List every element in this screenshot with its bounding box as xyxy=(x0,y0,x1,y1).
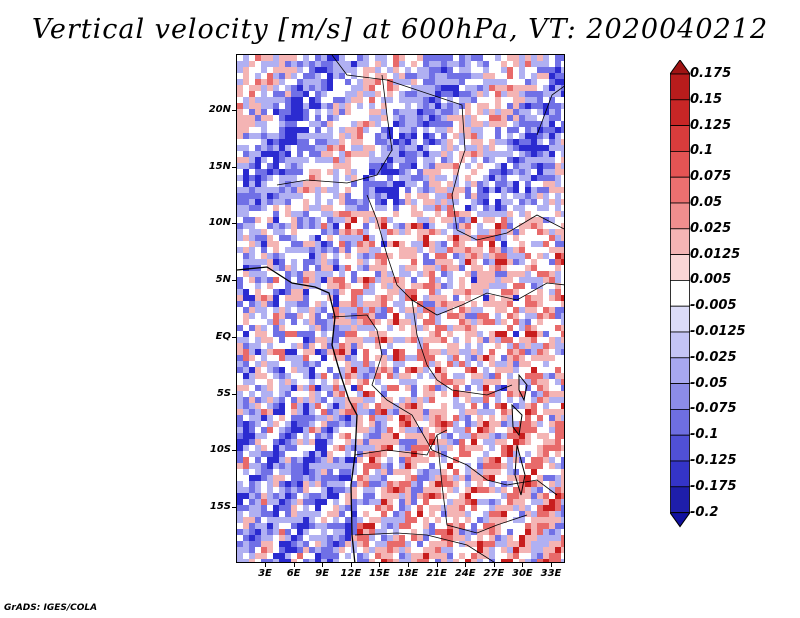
colorbar-level-label: -0.2 xyxy=(690,504,719,520)
country-border xyxy=(411,299,513,396)
lake-outline xyxy=(511,403,523,437)
lon-tick xyxy=(551,563,552,567)
lat-tick-label: 10N xyxy=(208,217,231,229)
lon-tick xyxy=(436,563,438,567)
lon-tick-label: 33E xyxy=(540,568,562,579)
lat-tick xyxy=(232,166,236,168)
colorbar xyxy=(670,60,690,528)
lon-tick-label: 24E xyxy=(454,568,476,579)
colorbar-level-label: -0.05 xyxy=(690,375,728,391)
colorbar-segment xyxy=(670,254,690,281)
colorbar-segment xyxy=(670,408,690,436)
colorbar-level-label: 0.05 xyxy=(690,195,723,210)
lat-tick xyxy=(232,280,236,282)
country-border xyxy=(354,532,495,562)
colorbar-segment xyxy=(670,486,690,513)
coastline xyxy=(237,266,358,562)
colorbar-segment xyxy=(670,151,690,178)
lake-outline xyxy=(518,373,528,402)
lat-tick-label: 5N xyxy=(215,274,231,286)
lon-tick xyxy=(379,563,381,567)
country-border xyxy=(436,434,528,534)
lat-tick xyxy=(232,393,236,395)
lon-tick-label: 21E xyxy=(426,568,447,579)
lat-tick-label: 10S xyxy=(209,444,231,456)
colorbar-level-label: 0.075 xyxy=(690,169,732,185)
country-border xyxy=(276,74,393,186)
credit-label: GrADS: IGES/COLA xyxy=(4,603,98,613)
country-border xyxy=(431,449,558,496)
lon-tick xyxy=(322,563,324,567)
velocity-field-map xyxy=(237,55,564,562)
colorbar-segment xyxy=(670,73,690,101)
colorbar-level-label: -0.175 xyxy=(690,478,737,494)
lon-tick xyxy=(265,563,266,567)
lat-tick xyxy=(232,336,236,338)
colorbar-segment xyxy=(670,202,690,230)
lon-tick-label: 15E xyxy=(369,568,390,579)
lon-tick xyxy=(493,563,495,567)
country-border xyxy=(354,429,448,456)
colorbar-level-label: 0.15 xyxy=(690,91,723,107)
lon-tick-label: 27E xyxy=(483,568,505,579)
chart-title: Vertical velocity [m/s] at 600hPa, VT: 2… xyxy=(31,14,769,45)
colorbar-level-label: 0.025 xyxy=(690,220,732,236)
map-panel xyxy=(236,54,565,563)
colorbar-bottom-arrow xyxy=(670,512,690,528)
colorbar-segment xyxy=(670,331,690,359)
colorbar-level-label: -0.125 xyxy=(690,453,737,468)
lon-tick-label: 3E xyxy=(258,568,272,579)
colorbar-level-label: -0.0125 xyxy=(690,324,746,339)
lon-tick-label: 9E xyxy=(315,568,330,579)
lon-tick-label: 12E xyxy=(340,568,362,579)
colorbar-segment xyxy=(670,228,690,256)
lake-outline xyxy=(514,444,526,496)
colorbar-level-label: -0.075 xyxy=(690,401,737,417)
colorbar-segment xyxy=(670,305,690,333)
colorbar-level-label: 0.0125 xyxy=(690,246,741,262)
lon-tick-label: 18E xyxy=(397,568,419,579)
country-border xyxy=(366,194,564,316)
colorbar-level-label: 0.005 xyxy=(690,272,732,288)
country-border xyxy=(331,55,466,231)
country-border xyxy=(536,85,564,136)
lon-tick xyxy=(465,563,467,567)
country-border xyxy=(456,214,564,241)
colorbar-level-label: -0.1 xyxy=(690,427,719,443)
colorbar-segment xyxy=(670,279,690,307)
colorbar-level-label: 0.1 xyxy=(690,143,714,159)
lat-tick-label: 5S xyxy=(216,387,231,399)
lat-tick-label: 15N xyxy=(208,160,231,172)
country-border xyxy=(331,314,433,451)
field-cells xyxy=(237,55,564,562)
colorbar-segment xyxy=(670,176,690,204)
lat-tick xyxy=(232,223,236,225)
colorbar-segment xyxy=(670,434,690,462)
lat-tick xyxy=(232,506,236,508)
colorbar-segment xyxy=(670,125,690,152)
colorbar-segment xyxy=(670,99,690,126)
lon-tick xyxy=(293,563,295,567)
lon-tick xyxy=(350,563,352,567)
colorbar-segment xyxy=(670,460,690,488)
lat-tick-label: EQ xyxy=(215,330,231,342)
colorbar-level-label: -0.025 xyxy=(690,349,737,365)
lon-tick-label: 30E xyxy=(512,568,533,579)
colorbar-segment xyxy=(670,357,690,384)
lon-tick xyxy=(408,563,409,567)
colorbar-segment xyxy=(670,383,690,410)
lat-tick xyxy=(232,110,236,111)
colorbar-level-label: -0.005 xyxy=(690,298,737,314)
colorbar-top-arrow xyxy=(670,60,690,75)
colorbar-level-label: 0.125 xyxy=(690,117,732,133)
lon-tick xyxy=(522,563,524,567)
lat-tick-label: 20N xyxy=(208,104,231,115)
lat-tick-label: 15S xyxy=(209,500,231,512)
colorbar-level-label: 0.175 xyxy=(690,66,732,81)
lat-tick xyxy=(232,450,236,452)
lon-tick-label: 6E xyxy=(286,568,301,579)
